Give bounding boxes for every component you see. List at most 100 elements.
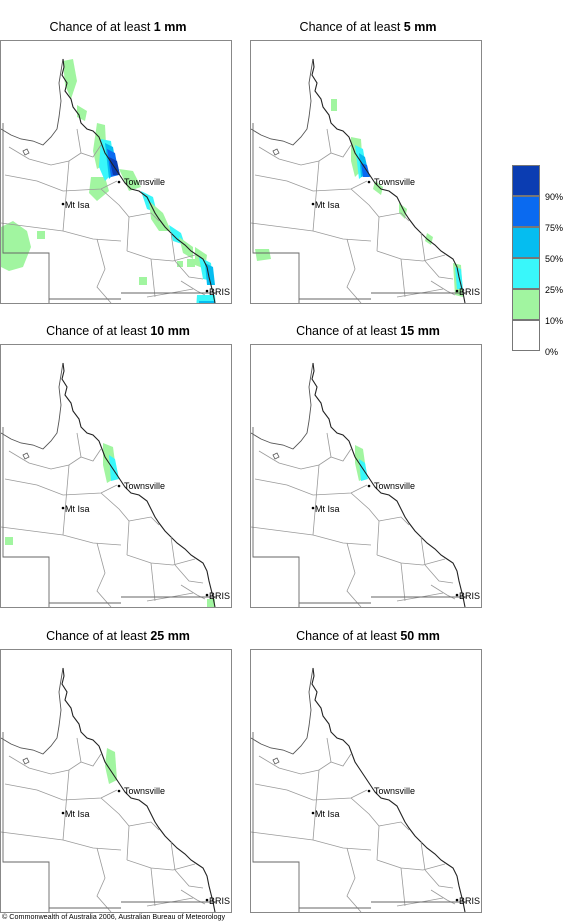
- district-boundary: [170, 232, 204, 280]
- gulf-coastline: [251, 58, 314, 146]
- district-boundary: [350, 188, 380, 252]
- legend-bin-50-75: [512, 227, 540, 258]
- city-label-townsville: Townsville: [124, 177, 165, 187]
- district-boundary: [376, 250, 446, 262]
- district-boundary: [150, 258, 156, 298]
- district-boundary: [376, 554, 446, 566]
- district-boundary: [150, 562, 156, 602]
- district-boundary: [430, 889, 456, 905]
- city-label-bris: BRIS: [459, 591, 480, 601]
- probability-area: [255, 249, 271, 261]
- probability-area: [373, 181, 383, 195]
- city-marker: [455, 593, 459, 597]
- district-boundary: [126, 554, 196, 566]
- city-marker: [311, 506, 315, 510]
- probability-area: [63, 59, 77, 99]
- district-boundary: [62, 464, 70, 536]
- district-boundary: [170, 536, 204, 584]
- queensland-map: Townsville Mt Isa BRIS: [0, 40, 232, 304]
- city-marker: [205, 898, 209, 902]
- island: [22, 757, 30, 765]
- district-boundary: [258, 753, 352, 775]
- queensland-map: Townsville Mt Isa BRIS: [250, 40, 482, 304]
- map-canvas: Townsville Mt Isa BRIS: [251, 58, 480, 303]
- panel-title: Chance of at least 25 mm: [46, 629, 190, 643]
- queensland-map: Townsville Mt Isa BRIS: [250, 344, 482, 608]
- district-boundary: [128, 516, 160, 526]
- queensland-coastline: [61, 667, 216, 912]
- district-boundary: [8, 448, 102, 470]
- legend-bin-90-100: [512, 165, 540, 196]
- probability-area: [399, 203, 407, 219]
- city-label-bris: BRIS: [459, 287, 480, 297]
- island: [272, 148, 280, 156]
- gulf-coastline: [1, 667, 64, 755]
- panel-title: Chance of at least 1 mm: [49, 20, 187, 34]
- district-boundary: [346, 238, 362, 303]
- district-boundary: [1, 831, 122, 851]
- district-boundary: [420, 841, 454, 889]
- queensland-coastline: [311, 362, 466, 607]
- district-boundary: [76, 737, 82, 763]
- legend-bin-25-50: [512, 258, 540, 289]
- probability-area: [149, 201, 171, 231]
- city-marker: [61, 506, 65, 510]
- state-border: [252, 732, 467, 912]
- probability-area: [179, 237, 193, 259]
- district-boundary: [254, 174, 368, 192]
- city-label-mt-isa: Mt Isa: [315, 200, 340, 210]
- probability-area: [331, 99, 337, 111]
- district-boundary: [258, 448, 352, 470]
- queensland-map: Townsville Mt Isa BRIS: [0, 649, 232, 913]
- city-label-mt-isa: Mt Isa: [315, 809, 340, 819]
- district-boundary: [430, 280, 456, 296]
- city-marker: [367, 180, 371, 184]
- district-boundary: [4, 478, 118, 496]
- island: [272, 757, 280, 765]
- district-boundary: [430, 584, 456, 600]
- district-boundary: [326, 737, 332, 763]
- district-boundary: [254, 478, 368, 496]
- probability-area: [187, 259, 195, 267]
- gulf-coastline: [1, 58, 64, 146]
- legend-bin-0-10: [512, 320, 540, 351]
- district-boundary: [251, 222, 372, 242]
- legend-label-25: 25%: [545, 285, 564, 295]
- district-boundary: [312, 769, 320, 841]
- city-label-townsville: Townsville: [374, 177, 415, 187]
- state-border: [2, 427, 217, 607]
- probability-area: [199, 301, 216, 303]
- city-label-townsville: Townsville: [124, 786, 165, 796]
- district-boundary: [62, 160, 70, 232]
- district-boundary: [400, 258, 406, 298]
- district-boundary: [150, 867, 156, 907]
- district-boundary: [326, 432, 332, 458]
- city-marker: [367, 789, 371, 793]
- city-marker: [455, 898, 459, 902]
- district-boundary: [378, 516, 410, 526]
- map-panel-25mm: Chance of at least 25 mm Townsville Mt Is…: [0, 627, 236, 913]
- probability-area: [207, 599, 215, 607]
- queensland-coastline: [311, 58, 466, 303]
- probability-area: [5, 537, 13, 545]
- city-marker: [205, 289, 209, 293]
- district-boundary: [8, 144, 102, 166]
- city-marker: [61, 202, 65, 206]
- city-label-townsville: Townsville: [374, 481, 415, 491]
- probability-area: [1, 221, 31, 271]
- district-boundary: [346, 847, 362, 912]
- district-boundary: [350, 797, 380, 861]
- district-boundary: [8, 753, 102, 775]
- district-boundary: [128, 821, 160, 831]
- queensland-coastline: [61, 58, 216, 303]
- queensland-coastline: [61, 362, 216, 607]
- city-label-bris: BRIS: [209, 591, 230, 601]
- city-marker: [117, 789, 121, 793]
- district-boundary: [420, 232, 454, 280]
- map-panel-50mm: Chance of at least 50 mm Townsville Mt Is…: [250, 627, 486, 913]
- district-boundary: [254, 783, 368, 801]
- gulf-coastline: [251, 667, 314, 755]
- map-panel-5mm: Chance of at least 5 mm Townsville Mt Isa…: [250, 18, 486, 304]
- district-boundary: [1, 526, 122, 546]
- map-panel-10mm: Chance of at least 10 mm Townsville Mt Is…: [0, 322, 236, 608]
